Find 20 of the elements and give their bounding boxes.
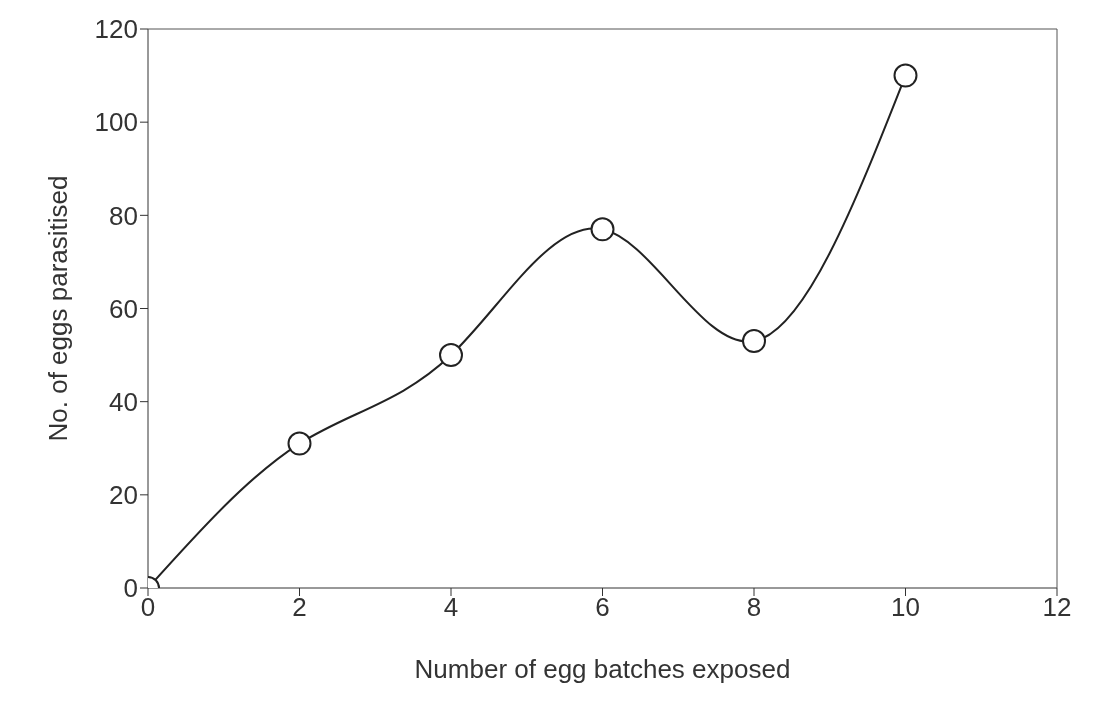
x-tick-label: 10 (891, 592, 920, 623)
y-tick-label: 120 (94, 14, 138, 45)
x-tick-label: 4 (443, 592, 459, 623)
x-tick-label: 6 (595, 592, 610, 623)
x-axis-title: Number of egg batches exposed (414, 654, 791, 684)
y-tick-label: 100 (94, 107, 138, 138)
y-axis-title: No. of eggs parasitised (43, 175, 74, 442)
y-tick-label: 40 (109, 386, 138, 417)
x-tick-label: 8 (746, 592, 762, 623)
point (893, 63, 918, 88)
x-tick-label: 2 (292, 592, 307, 623)
y-tick-label: 0 (123, 573, 138, 604)
y-tick-label: 60 (109, 293, 138, 324)
y-tick-label: 20 (109, 480, 138, 511)
x-tick-label: 12 (1042, 592, 1072, 623)
point (590, 217, 615, 242)
point (742, 329, 766, 354)
point (439, 343, 463, 368)
point (287, 431, 312, 456)
y-tick-label: 80 (109, 200, 138, 231)
